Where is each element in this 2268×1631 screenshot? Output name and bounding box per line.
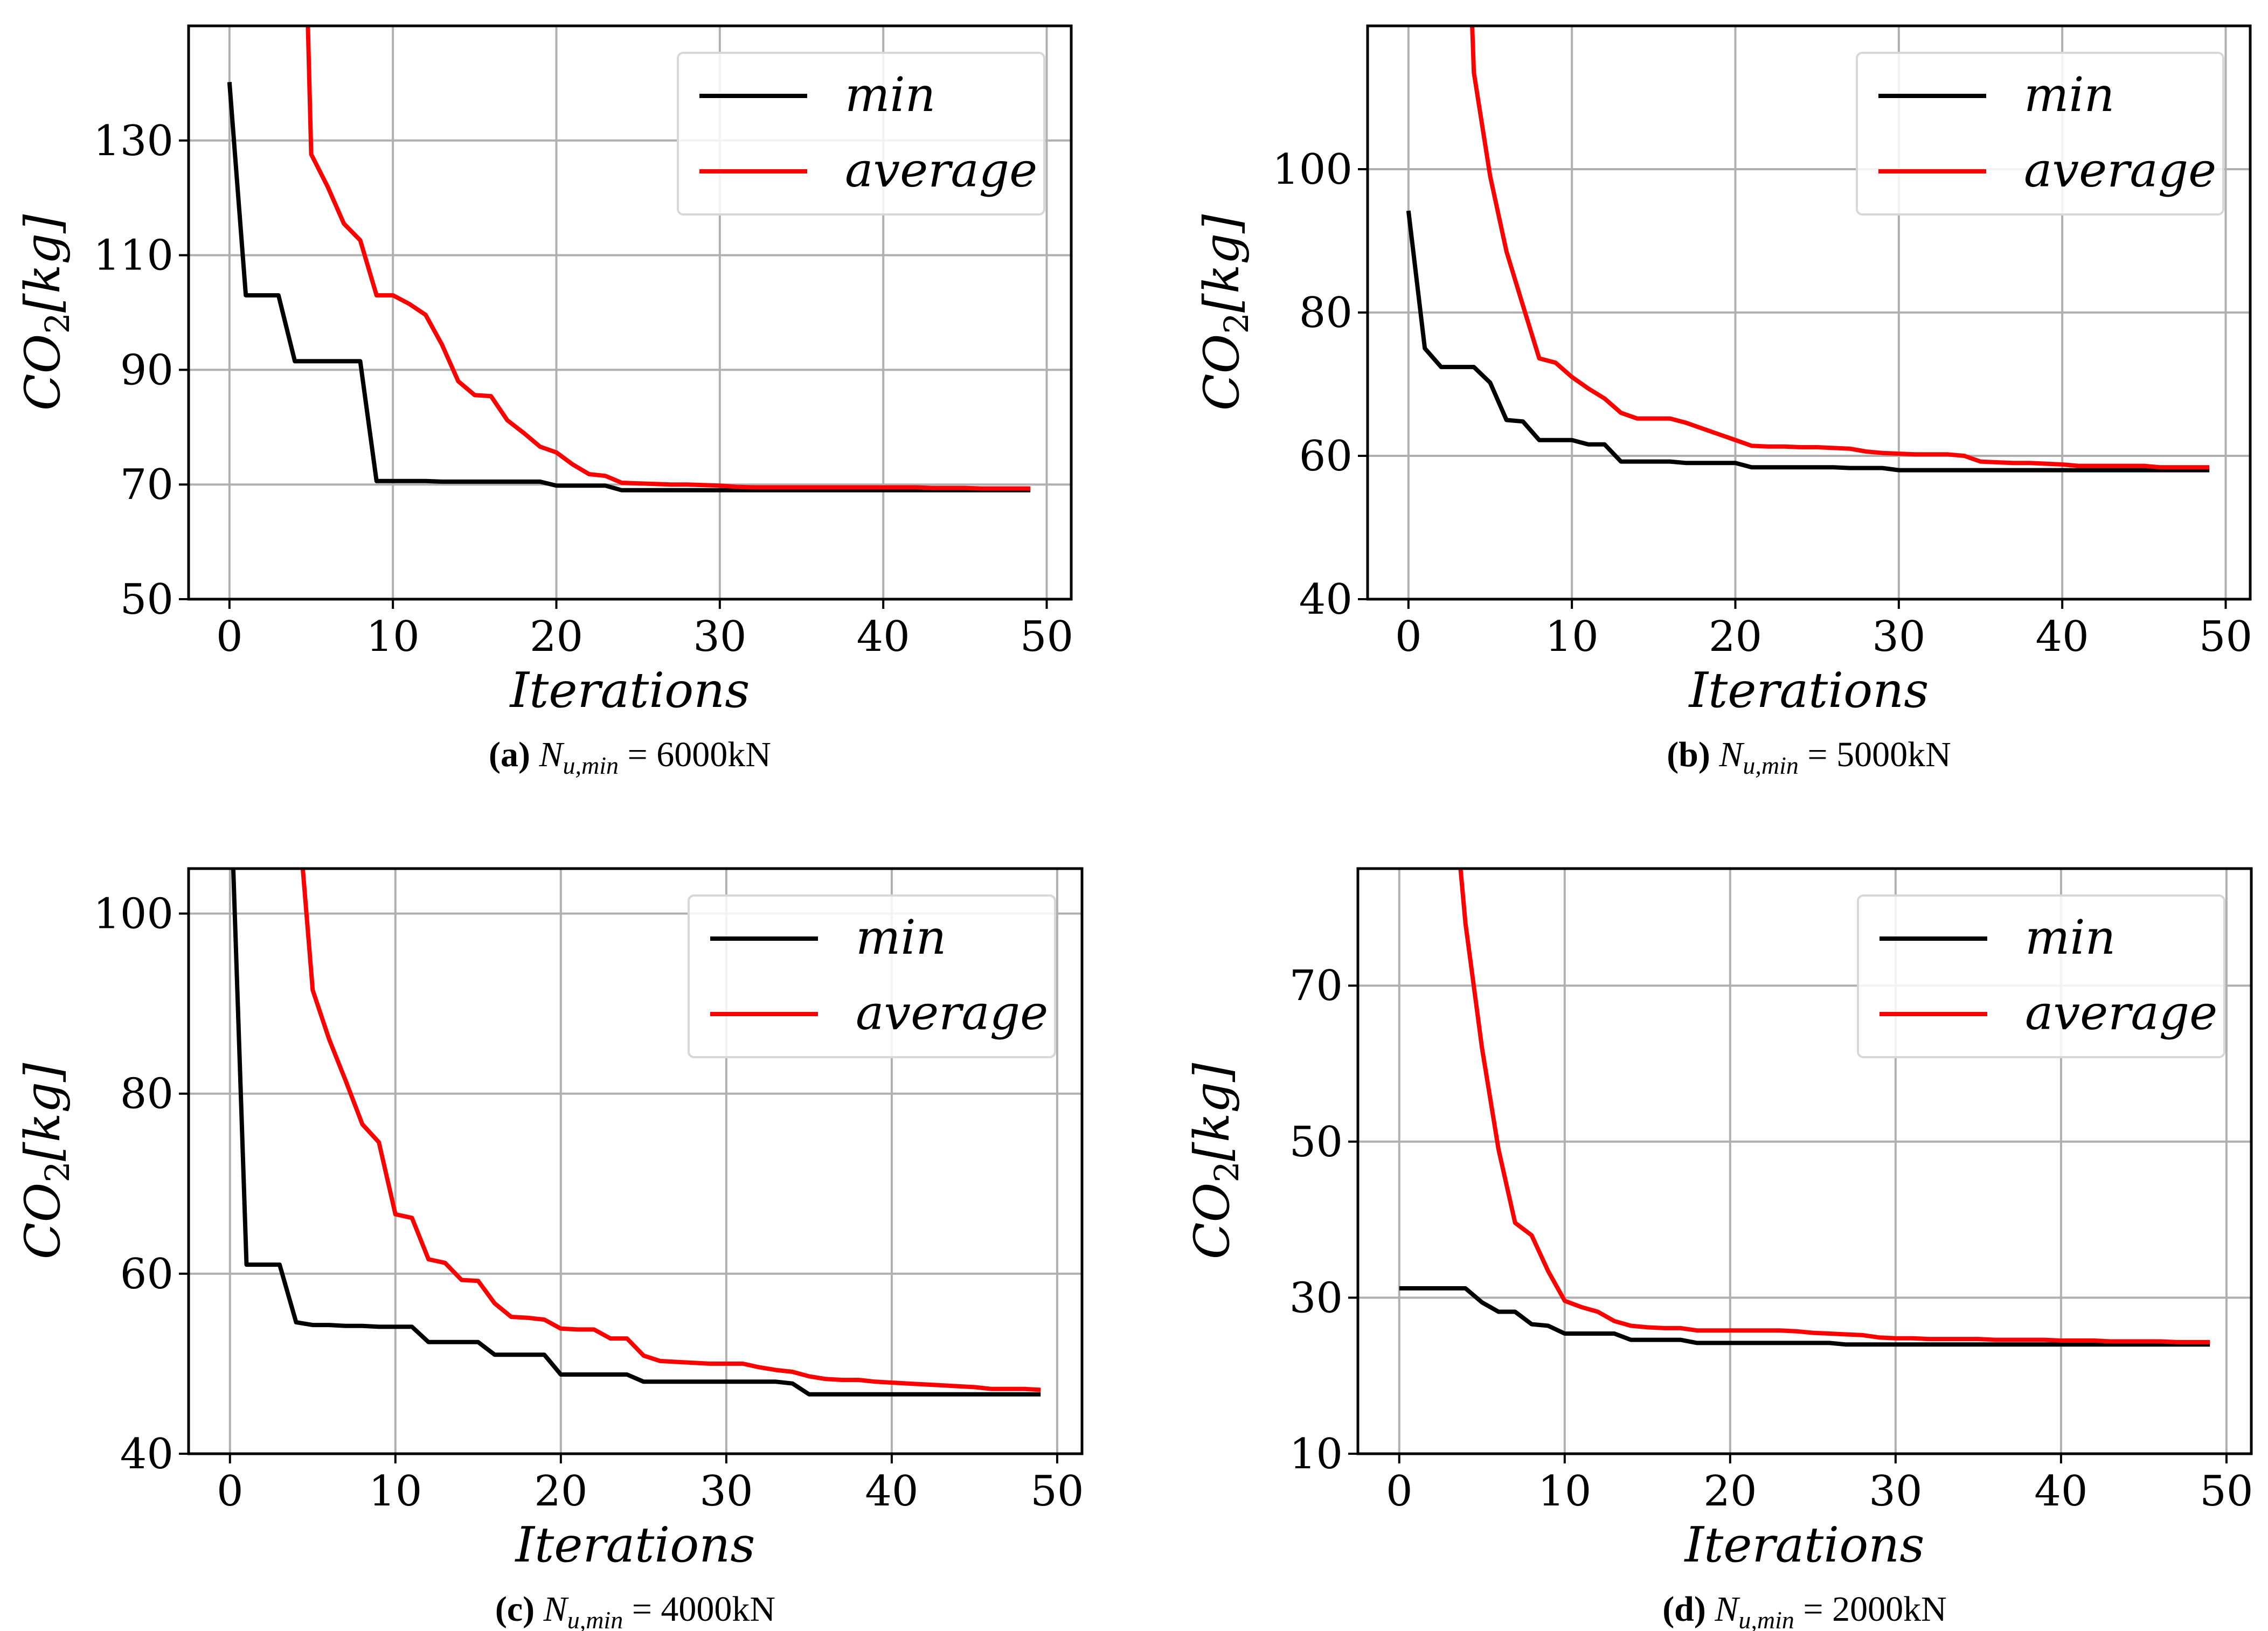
y-tick-label: 80 xyxy=(1299,289,1353,337)
y-tick-label: 70 xyxy=(120,461,174,509)
legend-label-min: min xyxy=(856,910,946,965)
series-line-min xyxy=(1406,210,2210,473)
x-tick-label: 40 xyxy=(2036,613,2089,661)
legend-label-average: average xyxy=(2024,142,2216,198)
y-axis-label: CO2[kg] xyxy=(15,214,77,411)
x-tick-label: 30 xyxy=(1869,1467,1922,1516)
legend-box xyxy=(677,52,1045,216)
x-axis-label: Iterations xyxy=(1684,1517,1925,1573)
y-tick-label: 50 xyxy=(1289,1118,1343,1167)
y-axis-label: CO2[kg] xyxy=(15,1063,77,1259)
y-tick-label: 40 xyxy=(120,1430,174,1479)
x-tick-label: 10 xyxy=(1538,1467,1591,1516)
x-tick-label: 40 xyxy=(865,1467,918,1516)
plot-frame xyxy=(1356,867,2253,1455)
legend-label-average: average xyxy=(856,985,1048,1040)
x-tick-label: 50 xyxy=(2199,613,2252,661)
y-tick-label: 10 xyxy=(1289,1430,1343,1479)
series-line-average xyxy=(1470,26,2210,470)
y-tick-label: 40 xyxy=(1299,575,1353,624)
x-tick-label: 30 xyxy=(699,1467,753,1516)
x-tick-label: 40 xyxy=(2034,1467,2087,1516)
legend-label-average: average xyxy=(2025,985,2217,1040)
plot-frame xyxy=(187,867,1084,1455)
chart-panel-b: 0 10 20 30 40 50 40 60 80 100 Iterations CO2[kg] min… xyxy=(1194,24,2252,779)
y-tick-label: 100 xyxy=(93,890,174,939)
x-tick-label: 50 xyxy=(1030,1467,1084,1516)
series-line-average xyxy=(300,869,1041,1392)
y-tick-label: 60 xyxy=(1299,432,1353,481)
subcaption: (a) Nu,min = 6000kN xyxy=(489,735,771,779)
y-tick-label: 130 xyxy=(93,117,174,165)
x-tick-label: 0 xyxy=(1386,1467,1413,1516)
x-tick-label: 40 xyxy=(857,613,910,661)
y-tick-label: 100 xyxy=(1272,145,1353,194)
y-tick-label: 90 xyxy=(120,346,174,394)
x-tick-label: 10 xyxy=(366,613,420,661)
series-line-average xyxy=(306,26,1031,491)
subcaption: (b) Nu,min = 5000kN xyxy=(1667,735,1951,779)
x-tick-label: 10 xyxy=(1545,613,1599,661)
series-line-average xyxy=(1458,869,2210,1344)
x-tick-label: 50 xyxy=(1020,613,1073,661)
legend-box xyxy=(1857,894,2225,1058)
x-tick-label: 20 xyxy=(534,1467,587,1516)
x-tick-label: 0 xyxy=(216,613,243,661)
y-tick-label: 110 xyxy=(93,232,174,280)
series-line-min xyxy=(1399,1286,2210,1347)
chart-panel-c: 0 10 20 30 40 50 40 60 80 100 Iterations CO2[kg] min… xyxy=(15,867,1084,1631)
legend-box xyxy=(688,894,1056,1058)
x-tick-label: 20 xyxy=(1703,1467,1757,1516)
x-axis-label: Iterations xyxy=(509,662,750,719)
y-axis-label: CO2[kg] xyxy=(1194,214,1256,411)
subcaption: (c) Nu,min = 4000kN xyxy=(495,1590,775,1631)
y-axis-label: CO2[kg] xyxy=(1184,1063,1246,1259)
x-tick-label: 0 xyxy=(217,1467,244,1516)
x-tick-label: 30 xyxy=(693,613,746,661)
series-line-min xyxy=(227,81,1031,492)
y-tick-label: 70 xyxy=(1289,962,1343,1010)
y-tick-label: 50 xyxy=(120,575,174,624)
x-tick-label: 50 xyxy=(2200,1467,2253,1516)
legend-box xyxy=(1856,52,2224,216)
plot-frame xyxy=(187,24,1073,601)
series-line-min xyxy=(231,869,1041,1397)
x-axis-label: Iterations xyxy=(515,1517,755,1573)
legend-label-min: min xyxy=(2024,67,2114,122)
x-tick-label: 30 xyxy=(1872,613,1925,661)
x-tick-label: 0 xyxy=(1395,613,1422,661)
chart-panel-a: 0 10 20 30 40 50 50 70 90 110 130 Iterations CO2[kg]… xyxy=(15,24,1073,779)
y-tick-label: 80 xyxy=(120,1070,174,1119)
chart-panel-d: 0 10 20 30 40 50 10 30 50 70 Iterations CO2[kg] min a… xyxy=(1184,867,2253,1631)
x-tick-label: 20 xyxy=(1709,613,1762,661)
y-tick-label: 30 xyxy=(1289,1274,1343,1322)
x-axis-label: Iterations xyxy=(1688,662,1929,719)
legend-label-min: min xyxy=(845,67,935,122)
subcaption: (d) Nu,min = 2000kN xyxy=(1662,1590,1947,1631)
x-tick-label: 20 xyxy=(530,613,583,661)
x-tick-label: 10 xyxy=(369,1467,422,1516)
legend-label-average: average xyxy=(845,142,1037,198)
legend-label-min: min xyxy=(2025,910,2116,965)
y-tick-label: 60 xyxy=(120,1250,174,1299)
